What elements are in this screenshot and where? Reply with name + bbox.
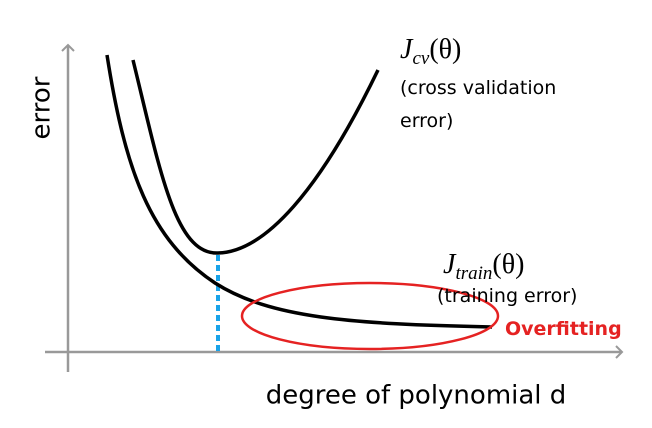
train-label: Jtrain(θ) <box>443 249 524 284</box>
annotation: Overfitting <box>505 318 622 340</box>
cv-description: error) <box>400 110 453 132</box>
symbol: J <box>400 34 414 65</box>
argument: (θ) <box>492 249 524 280</box>
y-axis-label: error <box>27 76 57 139</box>
x-axis-label: degree of polynomial d <box>266 381 567 411</box>
cv-curve <box>131 59 380 255</box>
train-description: (training error) <box>437 285 577 307</box>
cv-label: Jcv(θ) <box>400 34 461 69</box>
subscript: cv <box>412 48 429 69</box>
overfitting-region <box>240 281 500 351</box>
subscript: train <box>455 263 492 284</box>
cv-description: (cross validation <box>400 77 556 99</box>
argument: (θ) <box>429 34 461 65</box>
train-curve <box>105 54 493 329</box>
symbol: J <box>443 249 457 280</box>
